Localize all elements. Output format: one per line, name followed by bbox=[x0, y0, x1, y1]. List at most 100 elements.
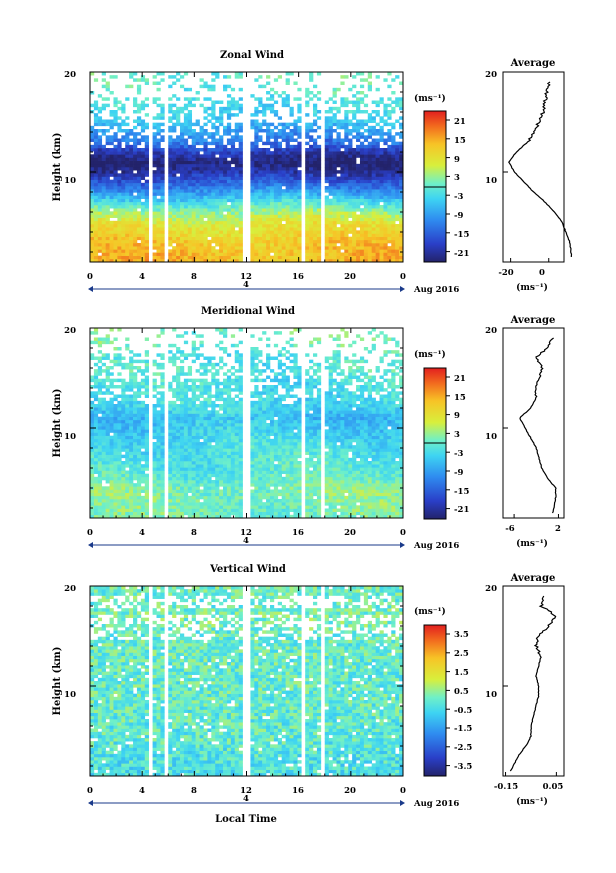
heatmap-cell bbox=[316, 195, 322, 199]
heatmap-cell bbox=[113, 404, 118, 408]
heatmap-cell bbox=[238, 195, 243, 199]
xtick-label: 0 bbox=[400, 272, 406, 282]
heatmap-cell bbox=[144, 78, 149, 82]
heatmap-cell bbox=[203, 252, 208, 256]
heatmap-cell bbox=[97, 182, 103, 187]
heatmap-cell bbox=[356, 220, 361, 225]
heatmap-cell bbox=[316, 192, 322, 196]
heatmap-cell bbox=[90, 258, 95, 263]
heatmap-cell bbox=[289, 186, 294, 190]
heatmap-cell bbox=[93, 227, 99, 231]
heatmap-cell bbox=[344, 214, 349, 218]
heatmap-cell bbox=[371, 236, 376, 241]
heatmap-cell bbox=[117, 116, 122, 120]
heatmap-cell bbox=[136, 385, 142, 389]
heatmap-cell bbox=[211, 151, 216, 155]
heatmap-cell bbox=[211, 489, 216, 493]
heatmap-cell bbox=[352, 125, 357, 130]
heatmap-cell bbox=[172, 454, 177, 459]
heatmap-cell bbox=[93, 154, 99, 158]
heatmap-cell bbox=[101, 410, 106, 414]
heatmap-cell bbox=[140, 423, 146, 427]
heatmap-cell bbox=[328, 201, 333, 206]
heatmap-cell bbox=[352, 249, 357, 253]
heatmap-cell bbox=[187, 113, 193, 117]
heatmap-cell bbox=[285, 122, 290, 127]
heatmap-cell bbox=[230, 135, 236, 139]
heatmap-cell bbox=[356, 195, 361, 199]
heatmap-cell bbox=[391, 186, 396, 190]
heatmap-cell bbox=[399, 252, 404, 256]
heatmap-cell bbox=[121, 230, 126, 234]
heatmap-cell bbox=[179, 192, 185, 196]
heatmap-cell bbox=[316, 157, 322, 161]
heatmap-cell bbox=[90, 227, 95, 231]
heatmap-cell bbox=[223, 148, 228, 152]
heatmap-cell bbox=[313, 94, 318, 98]
heatmap-cell bbox=[269, 132, 275, 136]
heatmap-cell bbox=[136, 151, 142, 155]
heatmap-cell bbox=[136, 91, 142, 95]
heatmap-cell bbox=[136, 442, 142, 446]
heatmap-cell bbox=[352, 182, 357, 187]
heatmap-cell bbox=[199, 407, 204, 411]
heatmap-cell bbox=[160, 243, 165, 247]
heatmap-cell bbox=[125, 457, 130, 462]
heatmap-cell bbox=[187, 255, 193, 260]
heatmap-cell bbox=[391, 258, 396, 263]
heatmap-cell bbox=[258, 239, 263, 244]
heatmap-cell bbox=[121, 461, 126, 465]
heatmap-cell bbox=[97, 167, 103, 171]
heatmap-cell bbox=[281, 236, 286, 241]
heatmap-cell bbox=[269, 103, 275, 108]
heatmap-cell bbox=[387, 72, 392, 76]
heatmap-cell bbox=[179, 435, 185, 440]
heatmap-cell bbox=[367, 116, 372, 120]
heatmap-cell bbox=[203, 198, 208, 203]
heatmap-cell bbox=[172, 435, 177, 440]
heatmap-cell bbox=[289, 236, 294, 241]
heatmap-cell bbox=[223, 249, 228, 253]
heatmap-cell bbox=[117, 236, 122, 241]
heatmap-cell bbox=[117, 201, 122, 206]
heatmap-cell bbox=[97, 359, 103, 364]
heatmap-cell bbox=[156, 473, 161, 478]
heatmap-cell bbox=[187, 429, 193, 433]
heatmap-cell bbox=[195, 205, 200, 209]
heatmap-cell bbox=[187, 378, 193, 383]
heatmap-cell bbox=[285, 182, 290, 187]
heatmap-cell bbox=[324, 119, 329, 123]
heatmap-cell bbox=[144, 508, 149, 512]
heatmap-cell bbox=[136, 198, 142, 203]
heatmap-cell bbox=[344, 176, 349, 180]
heatmap-cell bbox=[332, 227, 337, 231]
heatmap-cell bbox=[344, 163, 349, 168]
heatmap-cell bbox=[168, 163, 173, 168]
heatmap-cell bbox=[109, 170, 114, 174]
heatmap-cell bbox=[309, 211, 314, 215]
heatmap-cell bbox=[258, 243, 263, 247]
heatmap-cell bbox=[129, 429, 134, 433]
heatmap-cell bbox=[140, 160, 146, 165]
heatmap-cell bbox=[207, 400, 212, 405]
heatmap-cell bbox=[172, 170, 177, 174]
heatmap-cell bbox=[101, 97, 106, 101]
heatmap-cell bbox=[183, 106, 189, 111]
heatmap-cell bbox=[215, 508, 220, 512]
heatmap-cell bbox=[179, 236, 185, 241]
heatmap-cell bbox=[328, 236, 333, 241]
heatmap-cell bbox=[340, 214, 345, 218]
heatmap-cell bbox=[203, 157, 208, 161]
heatmap-cell bbox=[289, 72, 294, 76]
heatmap-cell bbox=[316, 205, 322, 209]
heatmap-cell bbox=[136, 410, 142, 414]
heatmap-cell bbox=[395, 141, 400, 146]
heatmap-cell bbox=[172, 113, 177, 117]
heatmap-cell bbox=[156, 189, 161, 193]
heatmap-cell bbox=[266, 224, 271, 228]
heatmap-cell bbox=[133, 205, 138, 209]
heatmap-cell bbox=[168, 445, 173, 449]
heatmap-cell bbox=[250, 227, 255, 231]
heatmap-cell bbox=[211, 220, 216, 225]
heatmap-cell bbox=[105, 103, 110, 108]
